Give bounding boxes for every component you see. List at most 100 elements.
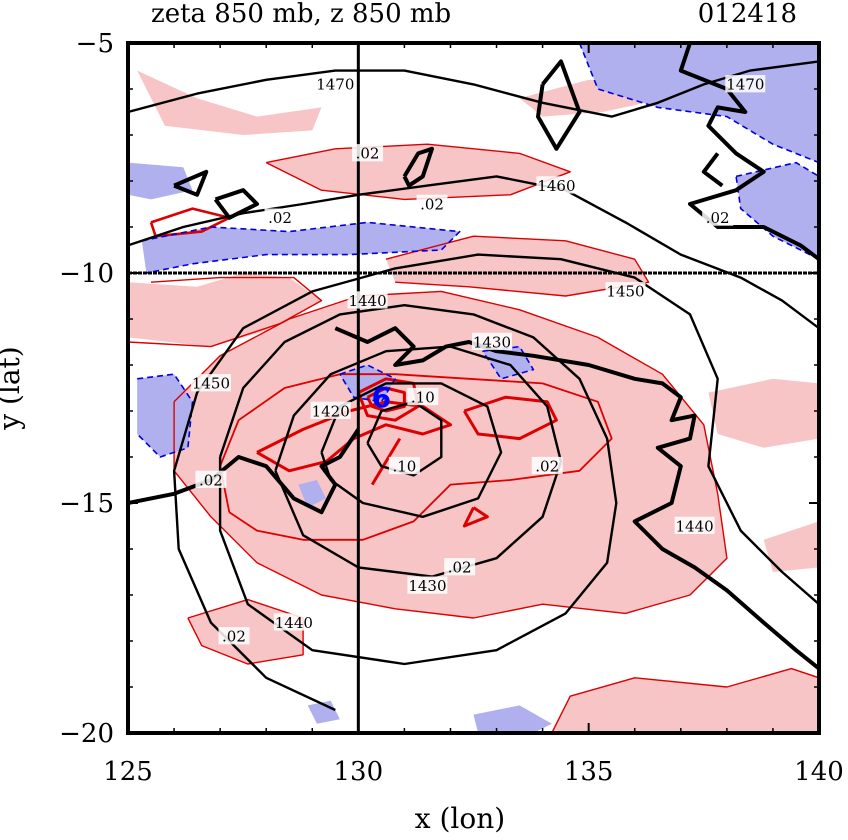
height-contour (320, 382, 503, 518)
x-tick-label: 135 (564, 757, 614, 787)
terrain-outline (701, 152, 724, 188)
height-contour-label-bg (674, 516, 715, 534)
chart-title-left: zeta 850 mb, z 850 mb (151, 0, 451, 29)
negative-vorticity-region (141, 222, 460, 273)
chart-title-right: 012418 (698, 0, 797, 29)
height-contour-label: 1450 (606, 283, 644, 301)
vorticity-contour-label: .02 (535, 457, 559, 475)
positive-vorticity-region (174, 291, 727, 618)
vorticity-contour-label-bg (416, 194, 448, 212)
positive-vorticity-contour (385, 235, 650, 297)
height-contour-label-bg (407, 576, 448, 594)
terrain-outline (173, 169, 209, 197)
height-contour-label-bg (190, 374, 231, 392)
positive-vorticity-contour (551, 667, 819, 733)
height-contour (274, 345, 563, 578)
vorticity-contour-label-bg (352, 144, 384, 162)
positive-vorticity-contour (366, 386, 406, 413)
vorticity-contour-label-bg (388, 456, 420, 475)
x-tick-label: 125 (103, 757, 153, 787)
positive-vorticity-contour (356, 377, 420, 422)
height-contour-label: 1470 (316, 76, 354, 94)
height-contour-label-bg (273, 613, 314, 631)
height-contour-label-bg (347, 291, 388, 309)
vorticity-contour-label-bg (195, 470, 227, 488)
terrain-outline (213, 188, 259, 220)
negative-vorticity-contour (735, 161, 819, 178)
height-contour-label-bg (536, 176, 577, 194)
height-contour-label-bg (725, 75, 766, 93)
y-axis-label: y (lat) (0, 346, 26, 430)
height-contour-label: 1430 (473, 333, 511, 351)
height-contour-label: 1450 (192, 375, 230, 393)
negative-vorticity-contour (339, 364, 396, 403)
height-contour-label: 1440 (348, 292, 386, 310)
vorticity-contour-label: .02 (448, 559, 472, 577)
negative-vorticity-contour (136, 373, 194, 458)
terrain-outline (678, 43, 819, 261)
height-contour-label-bg (310, 401, 351, 419)
positive-vorticity-region (708, 378, 819, 448)
vorticity-contour-label: .02 (706, 209, 730, 227)
negative-vorticity-region (128, 162, 193, 200)
vorticity-contour-label: .02 (356, 145, 380, 163)
height-contour-label-bg (605, 282, 646, 300)
x-axis-label: x (lon) (415, 802, 505, 835)
vorticity-contour-label-bg (531, 456, 563, 475)
plot-area: 1470 1470 1460 1450 1450 1440 1440 1440 1430 1430… (128, 43, 819, 733)
negative-vorticity-region (307, 700, 340, 724)
vorticity-contour-label: .02 (268, 209, 292, 227)
height-contour (128, 175, 819, 330)
y-tick-label: −5 (76, 29, 114, 59)
vorticity-contour-label-bg (444, 558, 476, 576)
positive-vorticity-contour (370, 437, 402, 486)
vorticity-contour-label: .02 (420, 195, 444, 213)
positive-vorticity-region (551, 668, 819, 733)
terrain-outline (402, 146, 434, 188)
vorticity-contour-label: .10 (392, 457, 416, 475)
height-contour-label: 1420 (312, 402, 350, 420)
height-contour-label-bg (315, 75, 356, 93)
height-contour-label: 1430 (408, 577, 446, 595)
x-tick-label: 130 (334, 757, 384, 787)
y-tick-label: −10 (59, 259, 114, 289)
negative-vorticity-contour (578, 43, 819, 164)
positive-vorticity-contour (187, 598, 304, 665)
plot-frame (126, 41, 821, 735)
positive-vorticity-contour (128, 276, 323, 348)
vorticity-contour-label: .02 (222, 628, 246, 646)
vorticity-contour-label-bg (407, 387, 439, 406)
y-tick-label: −20 (59, 719, 114, 749)
center-label: 6 (372, 381, 391, 414)
height-contour (218, 304, 618, 666)
positive-vorticity-contour (149, 207, 231, 238)
positive-vorticity-region (386, 236, 649, 296)
height-contour-label: 1440 (275, 614, 313, 632)
positive-vorticity-region (266, 144, 571, 200)
negative-vorticity-region (579, 43, 819, 163)
terrain-outline (536, 59, 582, 151)
x-tick-label: 140 (794, 757, 844, 787)
axis-ticks: 125 130 135 140 −5 −10 −15 −20 (59, 29, 844, 787)
vorticity-contour-label: .02 (199, 471, 223, 489)
negative-vorticity-contour (141, 221, 461, 274)
y-tick-label: −15 (59, 489, 114, 519)
terrain-outline (334, 326, 819, 671)
vorticity-contour-label-bg (264, 208, 296, 226)
vorticity-contour-label-bg (702, 208, 734, 226)
positive-vorticity-contour (462, 506, 489, 528)
height-contour (366, 400, 443, 477)
positive-vorticity-contour (463, 395, 558, 441)
height-contour-label: 1460 (537, 177, 575, 195)
height-contour (172, 253, 819, 712)
vorticity-contour-label: .10 (411, 388, 435, 406)
negative-vorticity-contour (735, 176, 819, 260)
positive-vorticity-region (137, 70, 322, 135)
negative-vorticity-region (137, 374, 193, 457)
negative-vorticity-region (473, 705, 552, 733)
positive-vorticity-contour (219, 373, 613, 541)
height-contour-label: 1440 (676, 517, 714, 535)
positive-vorticity-region (763, 521, 819, 572)
negative-vorticity-region (736, 162, 819, 260)
